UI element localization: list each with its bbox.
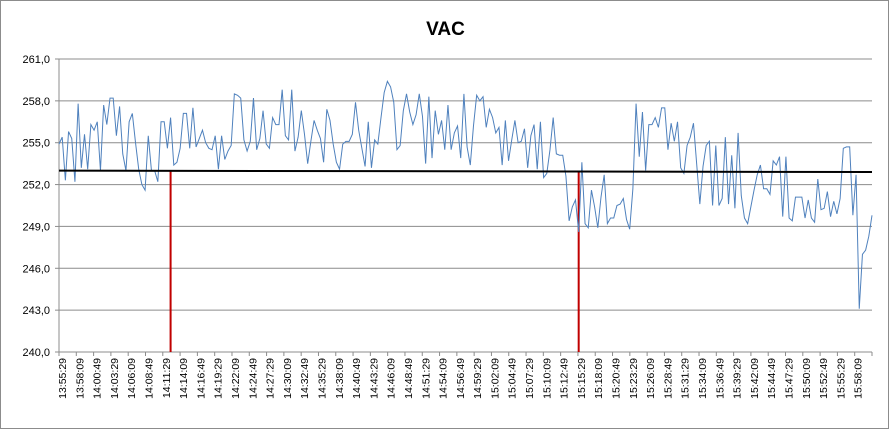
y-tick-label: 246,0 — [22, 263, 50, 275]
x-tick-label: 15:10:09 — [541, 358, 553, 399]
x-tick-label: 14:46:09 — [386, 358, 398, 399]
x-tick-label: 15:04:49 — [507, 358, 519, 399]
y-tick-label: 249,0 — [22, 221, 50, 233]
x-tick-label: 15:20:49 — [611, 358, 623, 399]
x-tick-label: 15:44:49 — [766, 358, 778, 399]
x-tick-label: 14:38:09 — [334, 358, 346, 399]
y-tick-label: 243,0 — [22, 305, 50, 317]
x-tick-label: 14:54:09 — [438, 358, 450, 399]
x-tick-label: 15:36:49 — [714, 358, 726, 399]
y-tick-labels: 240,0 243,0 246,0 249,0 252,0 255,0 258,0 261,0 — [22, 54, 50, 359]
x-tick-label: 14:51:29 — [420, 358, 432, 399]
x-tick-label: 15:07:29 — [524, 358, 536, 399]
series-lines — [58, 80, 873, 309]
x-tick-label: 14:43:29 — [368, 358, 380, 399]
axes — [58, 59, 872, 353]
x-tick-label: 14:27:29 — [265, 358, 277, 399]
x-tick-label: 14:35:29 — [316, 358, 328, 399]
x-tick-label: 13:58:09 — [74, 358, 86, 399]
x-tick-label: 14:56:49 — [455, 358, 467, 399]
x-tick-label: 15:28:49 — [662, 358, 674, 399]
x-tick-label: 15:23:29 — [628, 358, 640, 399]
y-tick-label: 261,0 — [22, 54, 50, 66]
y-tick-label: 258,0 — [22, 96, 50, 108]
grid-lines — [55, 58, 872, 353]
x-tick-label: 15:02:09 — [489, 358, 501, 399]
y-tick-label: 240,0 — [22, 347, 50, 359]
x-tick-label: 15:18:09 — [593, 358, 605, 399]
x-tick-label: 14:22:09 — [230, 358, 242, 399]
chart-title: VAC — [426, 19, 465, 40]
y-tick-label: 252,0 — [22, 180, 50, 192]
x-tick-label: 15:26:09 — [645, 358, 657, 399]
x-tick-label: 15:39:29 — [732, 358, 744, 399]
x-tick-label: 14:24:49 — [247, 358, 259, 399]
x-tick-label: 14:06:09 — [126, 358, 138, 399]
x-tick-label: 14:59:29 — [472, 358, 484, 399]
x-tick-label: 15:34:09 — [697, 358, 709, 399]
x-tick-label: 13:55:29 — [57, 358, 69, 399]
x-tick-label: 15:12:49 — [559, 358, 571, 399]
x-tick-label: 14:32:49 — [299, 358, 311, 399]
x-tick-label: 15:15:29 — [576, 358, 588, 399]
x-tick-label: 15:47:29 — [784, 358, 796, 399]
x-tick-label: 15:55:29 — [835, 358, 847, 399]
x-tick-label: 14:40:49 — [351, 358, 363, 399]
x-tick-labels: 13:55:29 13:58:09 14:00:49 14:03:29 14:06:09… — [57, 352, 873, 399]
x-tick-label: 15:31:29 — [680, 358, 692, 399]
x-tick-label: 14:19:29 — [213, 358, 225, 399]
x-tick-label: 14:03:29 — [109, 358, 121, 399]
x-tick-label: 14:00:49 — [92, 358, 104, 399]
x-tick-label: 15:52:49 — [818, 358, 830, 399]
x-tick-label: 15:50:09 — [801, 358, 813, 399]
voltage-series-line — [58, 80, 873, 309]
trend-line — [58, 169, 873, 174]
x-tick-label: 15:58:09 — [853, 358, 865, 399]
x-tick-label: 14:08:49 — [143, 358, 155, 399]
marker-lines — [169, 170, 580, 352]
x-tick-label: 14:48:49 — [403, 358, 415, 399]
x-tick-label: 14:14:09 — [178, 358, 190, 399]
x-tick-label: 14:16:49 — [195, 358, 207, 399]
x-tick-label: 14:11:29 — [161, 358, 173, 398]
x-tick-label: 15:42:09 — [749, 358, 761, 399]
x-tick-label: 14:30:09 — [282, 358, 294, 399]
y-tick-label: 255,0 — [22, 138, 50, 150]
